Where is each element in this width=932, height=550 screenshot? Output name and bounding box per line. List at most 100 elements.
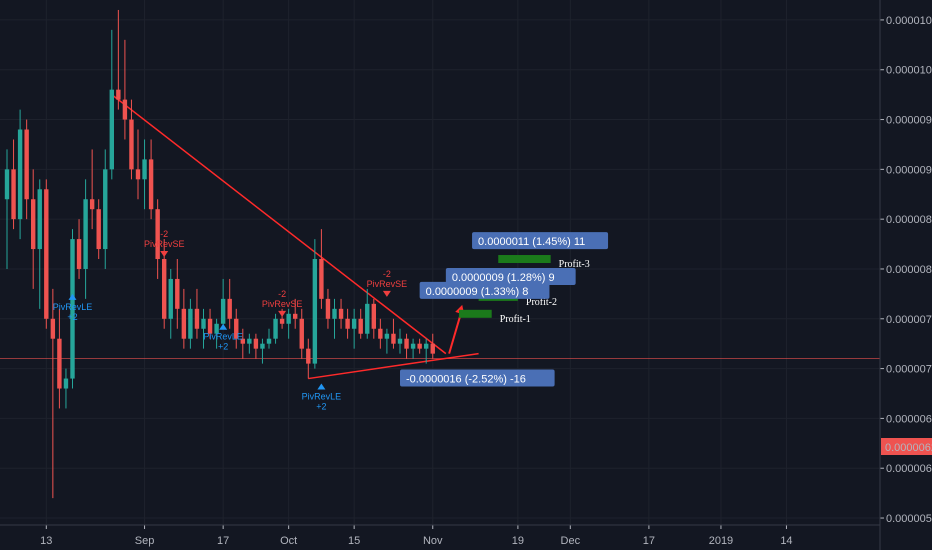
candle-body [391,333,396,344]
short-signal-name: PivRevSE [262,299,303,309]
short-signal-count: -2 [160,229,168,239]
candle-body [266,338,272,344]
candle-body [168,278,173,319]
candle-body [17,129,23,220]
candle-body [279,318,285,324]
candle-body [253,338,259,349]
short-signal-count: -2 [383,269,391,279]
candle-body [142,159,147,180]
position-label-box [472,232,609,250]
x-tick-label: Dec [561,535,581,547]
strategy-overlays: PivRevLE+2PivRevLE+2PivRevLE+2-2PivRevSE… [53,229,609,412]
y-tick-label: 0.0000085 [886,214,932,226]
candle-body [214,323,219,334]
x-tick-label: 13 [40,535,52,547]
last-price-label: 0.0000062 [885,442,932,454]
long-signal-count: +2 [218,342,228,352]
long-signal-name: PivRevLE [53,302,93,312]
long-signal-name: PivRevLE [203,332,243,342]
candle-body [273,318,278,339]
trendline [308,352,479,380]
candle-body [135,169,141,180]
candle-series [4,9,435,499]
candle-body [345,318,350,329]
candle-body [181,308,187,339]
x-tick-label: Sep [135,535,155,547]
candle-body [312,259,318,364]
candle-body [44,189,49,319]
y-tick-label: 0.0000065 [886,413,932,425]
short-signal-name: PivRevSE [367,279,408,289]
candle-body [299,318,304,349]
candle-body [70,239,75,379]
last-price-tag [881,438,932,455]
candle-body [260,343,265,349]
candle-body [116,89,121,100]
short-signal-arrow [278,310,287,317]
candle-body [175,278,180,309]
candle-body [293,313,298,319]
grid-lines [0,0,880,525]
candle-body [4,169,10,200]
candle-body [371,303,376,329]
candle-body [404,338,409,349]
candle-body [234,318,239,339]
candle-body [201,318,206,329]
candle-body [109,89,114,170]
long-signal-count: +2 [316,402,326,412]
x-tick-label: Oct [280,535,297,547]
position-label-box [419,281,550,299]
candle-body [227,298,232,319]
x-tick-label: 19 [512,535,524,547]
candle-body [155,209,160,260]
position-label-text: -0.0000016 (-2.52%) -16 [406,374,526,386]
candle-body [83,199,88,269]
candle-body [358,318,363,334]
trendline [111,94,447,355]
y-tick-label: 0.0000075 [886,314,932,326]
candle-body [11,169,16,220]
candle-body [76,239,82,269]
x-tick-label: 2019 [709,535,733,547]
candle-body [325,298,331,319]
profit-target-bar [498,255,551,264]
candle-body [188,308,193,339]
candle-body [306,348,311,364]
candle-body [194,308,200,329]
candle-body [57,338,62,389]
candle-body [286,313,291,324]
short-signal-count: -2 [278,289,286,299]
x-tick-label: 17 [643,535,655,547]
y-tick-label: 0.0000105 [886,15,932,27]
candle-body [378,328,383,339]
long-signal-name: PivRevLE [302,392,342,402]
candle-body [424,343,429,349]
short-signal-arrow [160,251,169,258]
y-tick-label: 0.0000055 [886,513,932,525]
profit-target-label: Profit-2 [526,297,557,308]
position-label-text: 0.0000009 (1.33%) 8 [426,286,529,298]
candle-body [397,338,403,344]
position-label-box [400,369,555,387]
candle-body [430,343,435,354]
x-tick-label: 14 [780,535,792,547]
short-signal-arrow [382,290,391,297]
candle-body [148,159,154,210]
long-signal-arrow [219,323,228,330]
candle-body [207,318,213,334]
profit-target-label: Profit-3 [559,259,590,270]
time-axis[interactable]: 13 Sep 17 Oct 15 Nov 19 Dec 17 2019 14 [0,524,880,547]
long-signal-arrow [317,383,326,390]
long-signal-count: +2 [67,312,77,322]
candle-body [332,308,337,319]
candle-body [220,298,226,324]
x-tick-label: Nov [423,535,443,547]
candle-body [24,129,29,200]
